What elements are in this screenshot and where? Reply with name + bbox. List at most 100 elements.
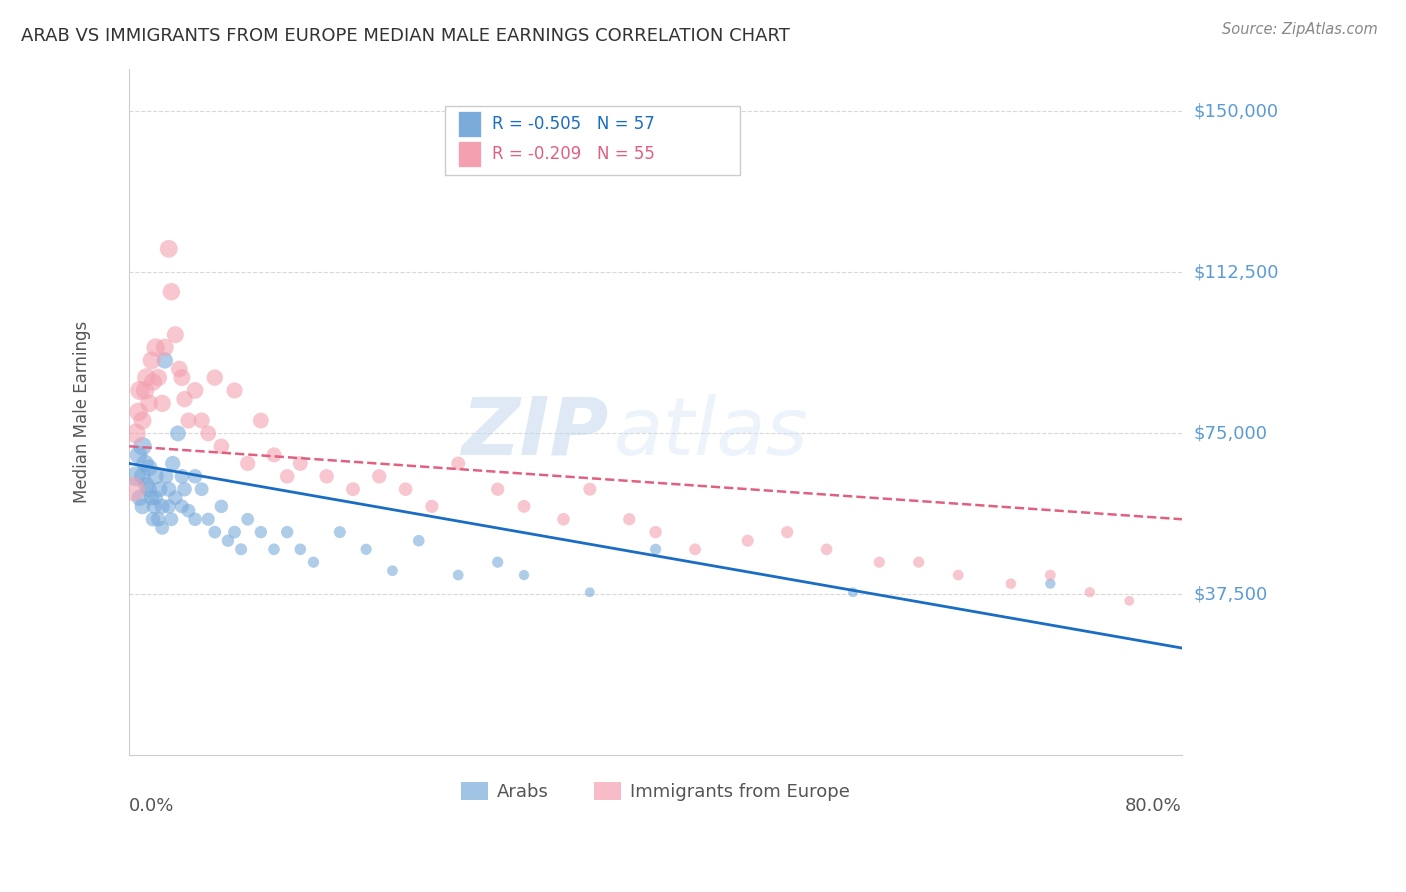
- Point: [177, 413, 200, 427]
- Text: $112,500: $112,500: [1194, 263, 1278, 281]
- Point: [165, 491, 187, 505]
- Point: [138, 482, 160, 496]
- Text: R = -0.505   N = 57: R = -0.505 N = 57: [492, 115, 655, 133]
- Point: [224, 525, 246, 540]
- Point: [131, 413, 153, 427]
- Point: [217, 533, 239, 548]
- Point: [131, 500, 153, 514]
- Point: [138, 396, 160, 410]
- Point: [447, 457, 470, 471]
- Point: [157, 482, 180, 496]
- Point: [173, 392, 195, 406]
- Point: [948, 568, 970, 582]
- Point: [842, 585, 865, 599]
- Point: [354, 542, 377, 557]
- Point: [138, 460, 160, 475]
- Point: [153, 353, 176, 368]
- Point: [447, 568, 470, 582]
- Point: [142, 512, 165, 526]
- Legend: Arabs, Immigrants from Europe: Arabs, Immigrants from Europe: [454, 774, 858, 808]
- Point: [263, 542, 285, 557]
- Text: $37,500: $37,500: [1194, 585, 1267, 603]
- Text: ZIP: ZIP: [461, 393, 609, 472]
- Point: [134, 457, 156, 471]
- Point: [170, 469, 193, 483]
- Point: [184, 469, 207, 483]
- Point: [157, 500, 180, 514]
- Point: [250, 413, 273, 427]
- Point: [160, 512, 183, 526]
- Point: [148, 512, 170, 526]
- Point: [197, 512, 219, 526]
- Point: [276, 525, 298, 540]
- Point: [142, 375, 165, 389]
- Point: [1039, 576, 1062, 591]
- Point: [209, 439, 232, 453]
- Point: [170, 370, 193, 384]
- Point: [184, 384, 207, 398]
- Point: [290, 542, 312, 557]
- Point: [868, 555, 890, 569]
- Point: [1078, 585, 1101, 599]
- Point: [229, 542, 252, 557]
- Point: [150, 500, 173, 514]
- Point: [776, 525, 799, 540]
- Text: Median Male Earnings: Median Male Earnings: [73, 321, 91, 503]
- Point: [1039, 568, 1062, 582]
- Point: [125, 469, 148, 483]
- Point: [553, 512, 575, 526]
- Point: [1000, 576, 1022, 591]
- Point: [127, 448, 149, 462]
- Point: [815, 542, 838, 557]
- Point: [125, 426, 148, 441]
- Point: [169, 362, 191, 376]
- Point: [276, 469, 298, 483]
- Point: [160, 285, 183, 299]
- Point: [204, 525, 226, 540]
- Point: [143, 500, 166, 514]
- Point: [204, 370, 226, 384]
- Point: [394, 482, 416, 496]
- Point: [737, 533, 759, 548]
- Point: [290, 457, 312, 471]
- Point: [145, 341, 167, 355]
- Text: $75,000: $75,000: [1194, 425, 1267, 442]
- Point: [190, 413, 212, 427]
- Point: [135, 370, 157, 384]
- Point: [134, 384, 156, 398]
- Point: [128, 384, 150, 398]
- Point: [224, 384, 246, 398]
- Point: [190, 482, 212, 496]
- Point: [173, 482, 195, 496]
- FancyBboxPatch shape: [458, 141, 481, 167]
- Point: [162, 457, 184, 471]
- Text: 0.0%: 0.0%: [129, 797, 174, 814]
- Point: [381, 564, 404, 578]
- Point: [486, 482, 509, 496]
- Point: [167, 426, 190, 441]
- Point: [263, 448, 285, 462]
- Point: [184, 512, 207, 526]
- Point: [197, 426, 219, 441]
- Point: [145, 491, 167, 505]
- Point: [131, 469, 153, 483]
- Point: [342, 482, 364, 496]
- Point: [148, 370, 170, 384]
- Point: [150, 521, 173, 535]
- Point: [315, 469, 337, 483]
- Point: [408, 533, 430, 548]
- Text: atlas: atlas: [613, 393, 808, 472]
- Point: [250, 525, 273, 540]
- Point: [165, 327, 187, 342]
- Point: [153, 341, 176, 355]
- Point: [157, 242, 180, 256]
- Text: $150,000: $150,000: [1194, 103, 1278, 120]
- Point: [644, 542, 666, 557]
- Point: [329, 525, 352, 540]
- Point: [513, 568, 536, 582]
- Point: [578, 585, 600, 599]
- Point: [236, 457, 259, 471]
- Point: [148, 482, 170, 496]
- Text: 80.0%: 80.0%: [1125, 797, 1182, 814]
- Point: [513, 500, 536, 514]
